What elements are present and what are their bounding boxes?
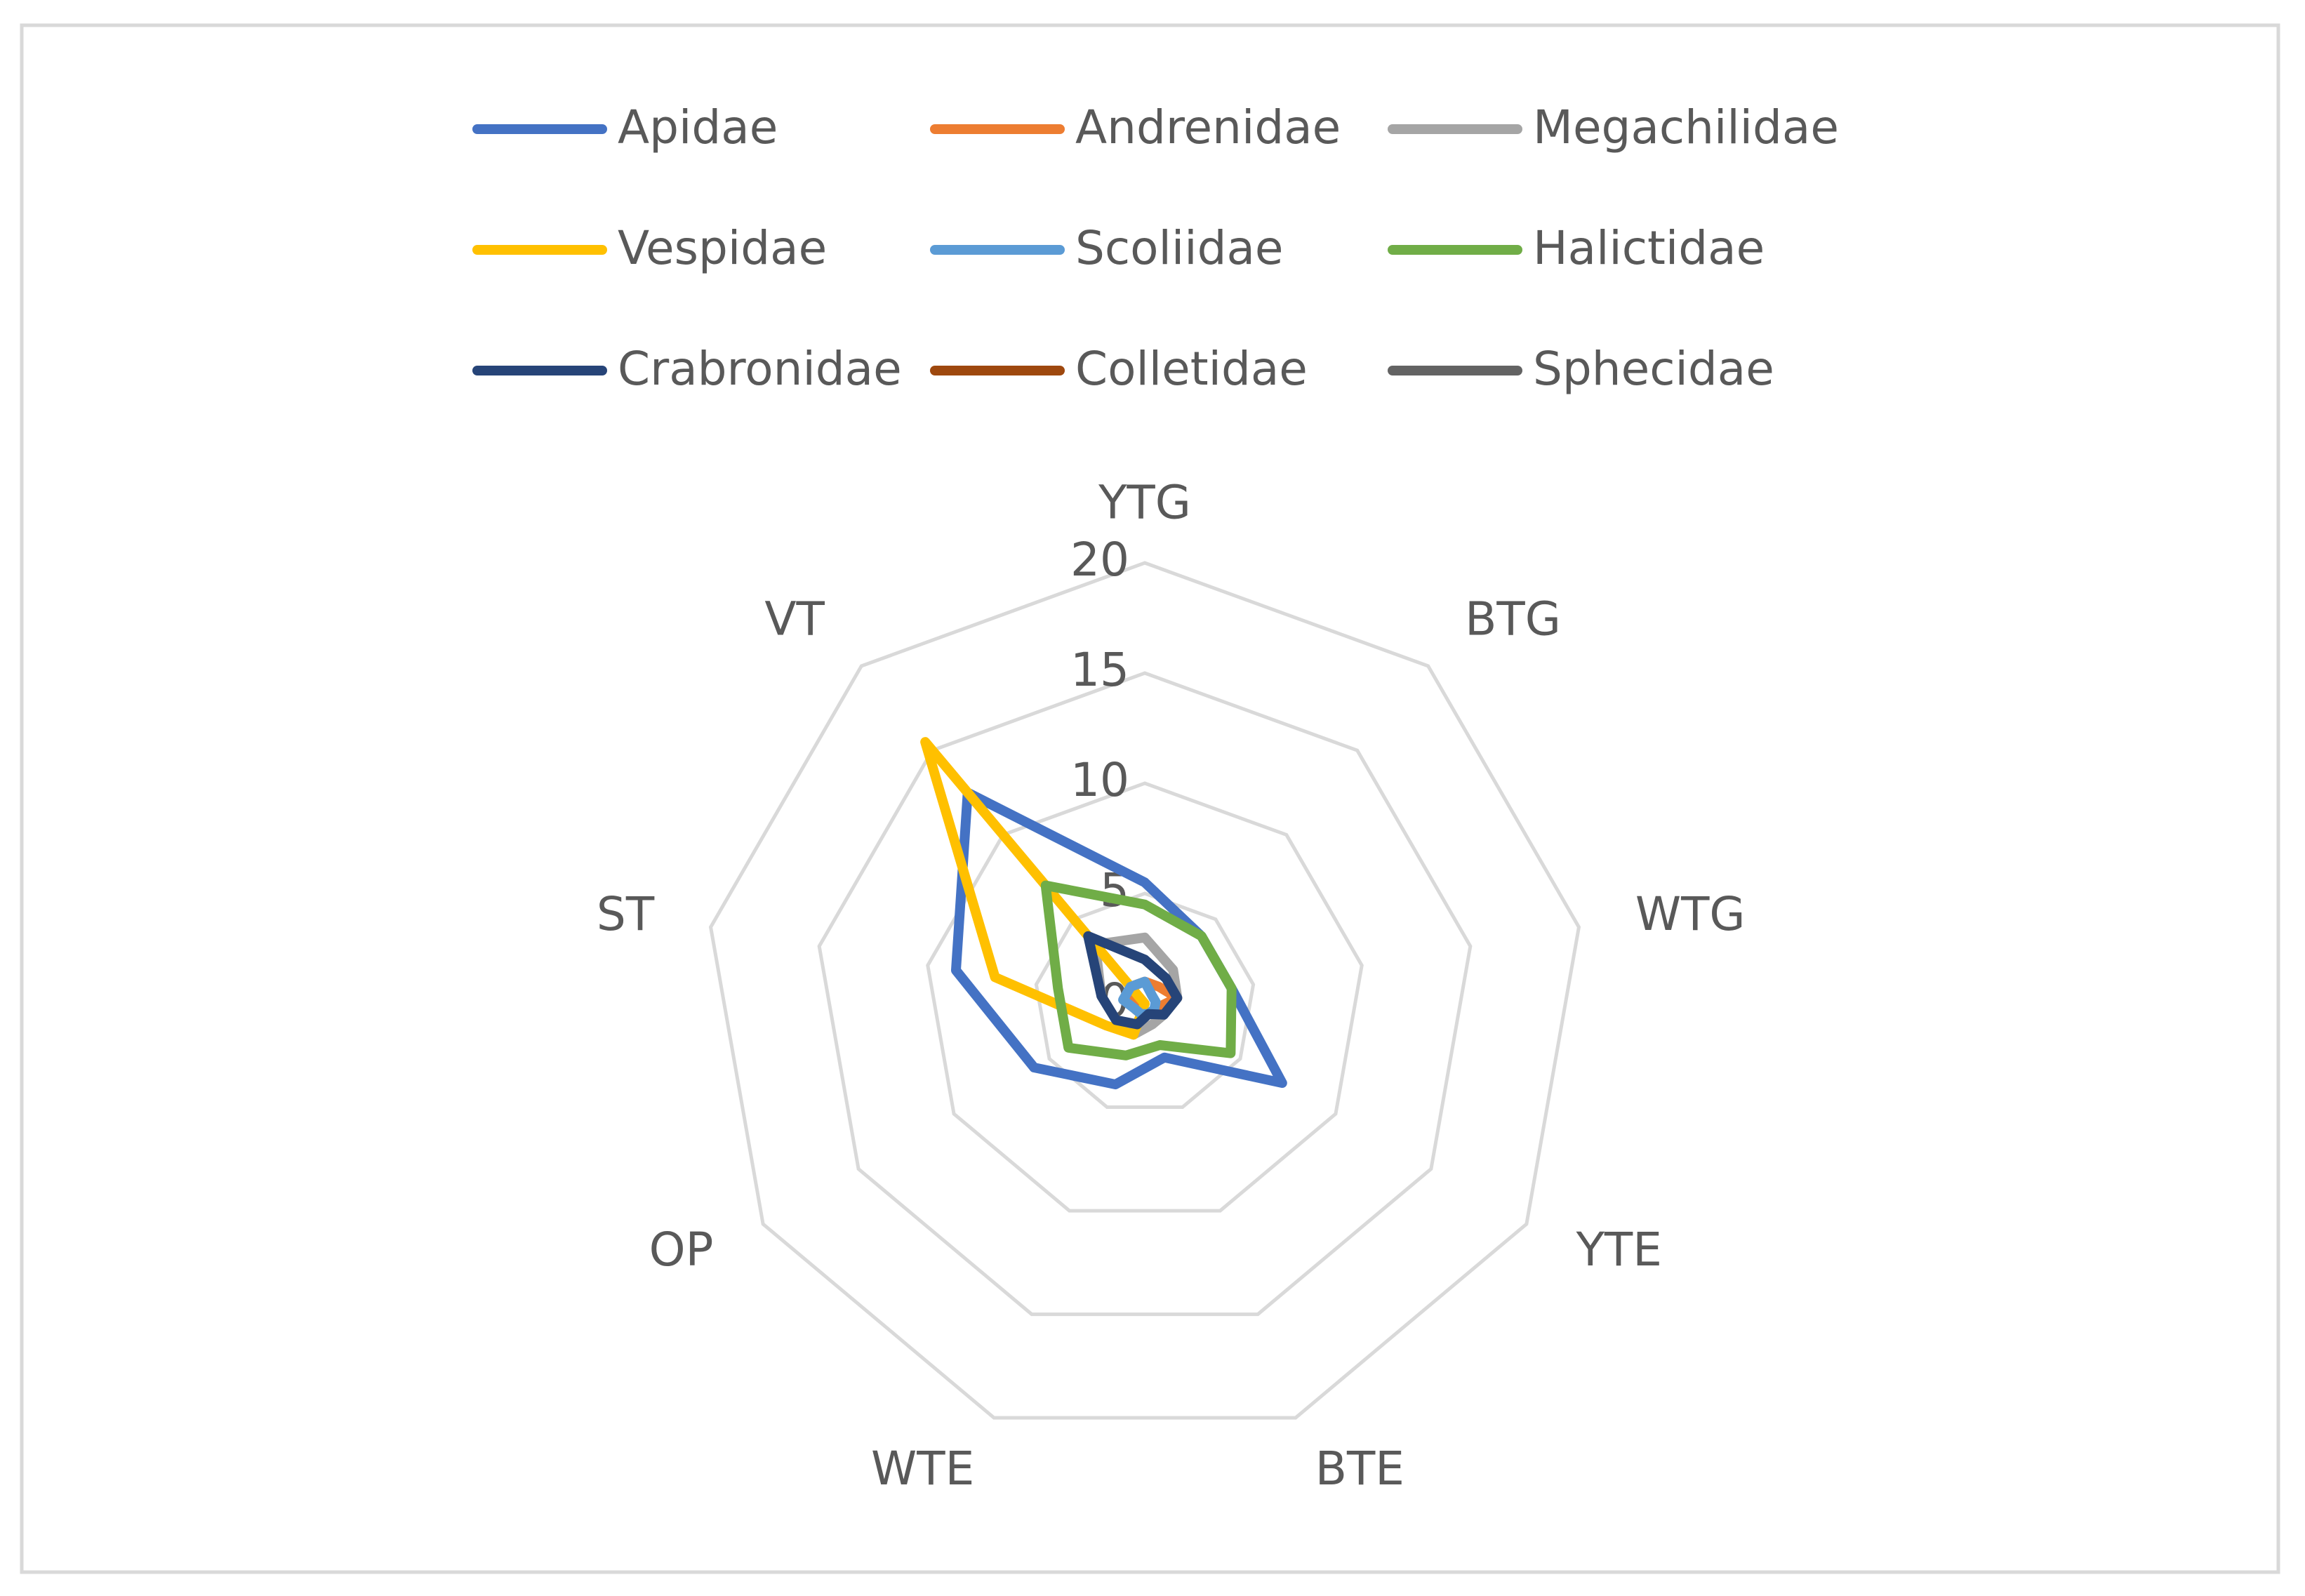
category-label: BTE bbox=[1315, 1442, 1404, 1496]
legend-label: Crabronidae bbox=[618, 342, 902, 396]
series-line bbox=[1040, 880, 1237, 1060]
category-label: OP bbox=[649, 1223, 714, 1277]
r-tick-label: 15 bbox=[1070, 643, 1129, 697]
category-label: ST bbox=[597, 887, 655, 941]
legend-label: Halictidae bbox=[1533, 221, 1765, 275]
grid-ring bbox=[817, 671, 1473, 1317]
category-label: VT bbox=[764, 592, 825, 646]
category-label: WTG bbox=[1635, 887, 1746, 941]
r-tick-label: 10 bbox=[1070, 753, 1129, 807]
category-label: BTG bbox=[1465, 592, 1561, 646]
legend-label: Scoliidae bbox=[1075, 221, 1284, 275]
series-line bbox=[1083, 931, 1183, 1030]
legend-label: Apidae bbox=[618, 100, 778, 154]
series-line bbox=[920, 737, 1150, 1040]
category-label: WTE bbox=[871, 1442, 974, 1496]
legend-label: Sphecidae bbox=[1533, 342, 1774, 396]
category-label: YTE bbox=[1576, 1223, 1662, 1277]
legend-label: Megachilidae bbox=[1533, 100, 1839, 154]
legend-label: Colletidae bbox=[1075, 342, 1308, 396]
r-tick-label: 20 bbox=[1070, 533, 1129, 587]
grid-ring bbox=[708, 561, 1581, 1420]
legend-label: Vespidae bbox=[618, 221, 827, 275]
category-label: YTG bbox=[1098, 475, 1191, 529]
legend-label: Andrenidae bbox=[1075, 100, 1341, 154]
